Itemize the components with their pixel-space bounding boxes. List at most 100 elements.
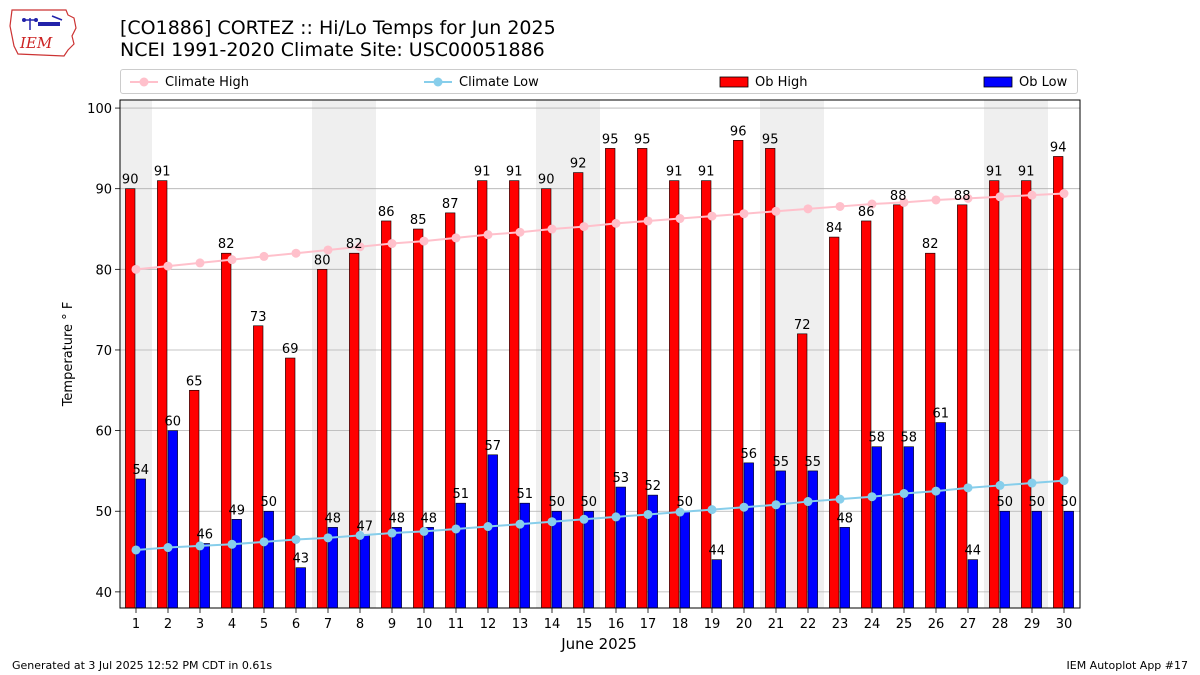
bars bbox=[125, 140, 1074, 609]
ob-high-value-label: 96 bbox=[730, 124, 747, 139]
climate-high-swatch-icon bbox=[130, 77, 158, 87]
x-tick-label: 15 bbox=[576, 617, 593, 632]
climate-low-point bbox=[547, 517, 557, 527]
x-tick-label: 1 bbox=[132, 617, 140, 632]
climate-high-point bbox=[131, 264, 141, 274]
ob-low-value-label: 48 bbox=[837, 511, 854, 526]
ob-low-value-label: 48 bbox=[421, 511, 438, 526]
climate-high-point bbox=[611, 218, 621, 228]
climate-low-point bbox=[163, 543, 173, 553]
ob-low-bar bbox=[391, 527, 402, 609]
ob-low-value-label: 44 bbox=[709, 544, 726, 559]
climate-low-point bbox=[899, 488, 909, 498]
ob-high-value-label: 82 bbox=[346, 237, 363, 252]
ob-high-bar bbox=[189, 389, 200, 609]
ob-high-value-label: 69 bbox=[282, 342, 299, 357]
climate-low-point bbox=[227, 539, 237, 549]
y-tick-label: 90 bbox=[95, 183, 112, 198]
ob-low-value-label: 60 bbox=[165, 415, 182, 430]
legend-item-ob-low: Ob Low bbox=[983, 73, 1067, 91]
y-tick-label: 70 bbox=[95, 344, 112, 359]
y-tick-label: 40 bbox=[95, 586, 112, 601]
climate-high-line bbox=[135, 192, 1065, 271]
ob-low-bar bbox=[807, 470, 818, 609]
ob-high-bar bbox=[253, 325, 264, 609]
climate-low-point bbox=[1027, 478, 1037, 488]
ob-high-value-label: 91 bbox=[154, 165, 171, 180]
x-tick-label: 13 bbox=[512, 617, 529, 632]
ob-high-bar bbox=[477, 180, 488, 609]
ob-low-value-label: 58 bbox=[869, 431, 886, 446]
ob-low-value-label: 58 bbox=[901, 431, 918, 446]
ob-low-value-label: 50 bbox=[261, 495, 278, 510]
x-tick-label: 25 bbox=[896, 617, 913, 632]
ob-low-value-label: 49 bbox=[229, 503, 246, 518]
plot-frame bbox=[119, 99, 1081, 609]
ob-low-value-label: 61 bbox=[933, 407, 950, 422]
ob-high-bar bbox=[541, 188, 552, 609]
ob-high-value-label: 86 bbox=[378, 205, 395, 220]
generated-timestamp: Generated at 3 Jul 2025 12:52 PM CDT in … bbox=[12, 659, 273, 672]
x-tick-label: 12 bbox=[480, 617, 497, 632]
climate-high-point bbox=[739, 209, 749, 219]
x-tick-label: 2 bbox=[164, 617, 172, 632]
ob-low-bar bbox=[135, 478, 146, 609]
ob-low-value-label: 52 bbox=[645, 479, 662, 494]
x-tick-label: 14 bbox=[544, 617, 561, 632]
climate-low-point bbox=[355, 530, 365, 540]
ob-low-value-label: 50 bbox=[581, 495, 598, 510]
x-axis-label: June 2025 bbox=[560, 635, 637, 653]
ob-low-bar bbox=[871, 446, 882, 609]
x-tick-label: 5 bbox=[260, 617, 268, 632]
climate-low-point bbox=[611, 512, 621, 522]
legend-item-ob-high: Ob High bbox=[719, 73, 808, 91]
ob-low-value-label: 48 bbox=[389, 511, 406, 526]
ob-high-value-label: 95 bbox=[602, 132, 619, 147]
x-tick-label: 7 bbox=[324, 617, 332, 632]
ob-low-value-label: 50 bbox=[997, 495, 1014, 510]
climate-high-point bbox=[675, 214, 685, 224]
ob-high-value-label: 82 bbox=[922, 237, 939, 252]
x-tick-label: 19 bbox=[704, 617, 721, 632]
ob-high-value-label: 73 bbox=[250, 310, 267, 325]
ob-high-value-label: 95 bbox=[762, 132, 779, 147]
ob-low-bar bbox=[679, 510, 690, 609]
climate-low-swatch-icon bbox=[424, 77, 452, 87]
climate-high-point bbox=[483, 230, 493, 240]
y-tick-label: 50 bbox=[95, 505, 112, 520]
ob-high-value-label: 91 bbox=[666, 165, 683, 180]
ob-high-value-label: 91 bbox=[506, 165, 523, 180]
ob-low-value-label: 43 bbox=[293, 552, 310, 567]
x-tick-label: 21 bbox=[768, 617, 785, 632]
y-tick-label: 80 bbox=[95, 263, 112, 278]
iem-logo: IEM bbox=[9, 9, 77, 57]
ob-high-bar bbox=[317, 269, 328, 609]
app-label: IEM Autoplot App #17 bbox=[1066, 659, 1189, 672]
ob-low-value-label: 50 bbox=[1029, 495, 1046, 510]
climate-low-point bbox=[131, 545, 141, 555]
ob-low-bar bbox=[999, 510, 1010, 609]
ob-high-bar bbox=[349, 252, 360, 609]
ob-high-bar bbox=[797, 333, 808, 609]
climate-high-point bbox=[419, 236, 429, 246]
x-tick-label: 27 bbox=[960, 617, 977, 632]
climate-low-point bbox=[963, 483, 973, 493]
climate-low-point bbox=[1059, 476, 1069, 486]
climate-low-point bbox=[323, 533, 333, 543]
ob-low-bar bbox=[615, 486, 626, 609]
ob-high-bar bbox=[1021, 180, 1032, 609]
climate-high-point bbox=[643, 216, 653, 226]
ob-low-bar bbox=[743, 462, 754, 609]
ob-high-bar bbox=[381, 220, 392, 609]
x-tick-label: 9 bbox=[388, 617, 396, 632]
climate-high-point bbox=[803, 204, 813, 214]
ob-high-value-label: 87 bbox=[442, 197, 459, 212]
y-tick-label: 60 bbox=[95, 425, 112, 440]
climate-high-point bbox=[547, 224, 557, 234]
climate-low-point bbox=[835, 494, 845, 504]
climate-high-point bbox=[259, 251, 269, 261]
x-tick-label: 4 bbox=[228, 617, 236, 632]
x-tick-label: 28 bbox=[992, 617, 1009, 632]
ob-low-value-label: 46 bbox=[197, 527, 214, 542]
climate-low-point bbox=[483, 522, 493, 532]
